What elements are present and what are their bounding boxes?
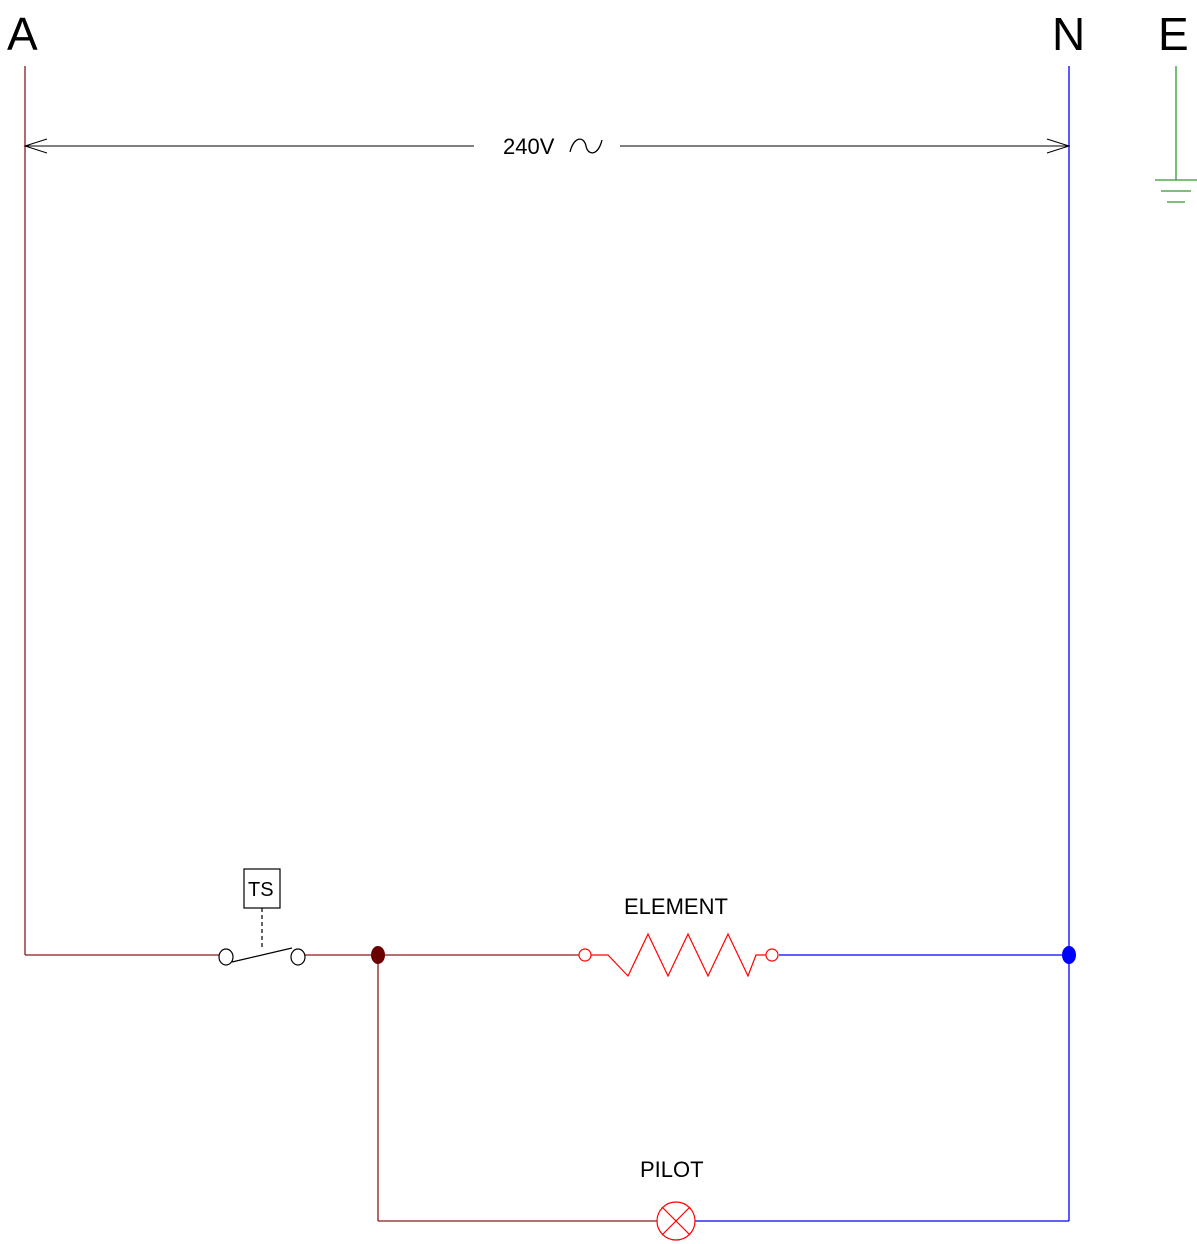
arrow-left-icon [23,138,48,154]
earth-terminal-label: E [1158,8,1189,60]
thermostat-switch [218,868,306,966]
element-label: ELEMENT [624,894,728,919]
neutral-junction-dot [1062,946,1076,964]
heating-element [578,932,779,978]
switch-contact-right [290,948,306,966]
neutral-terminal-label: N [1052,8,1085,60]
switch-contact-left [218,948,234,966]
neutral-wire [695,66,1070,1222]
arrow-right-icon [1046,138,1071,154]
earth-ground-icon [1155,66,1197,203]
active-terminal-label: A [7,8,38,60]
supply-voltage-label: 240V [503,134,555,159]
pilot-lamp-icon [656,1201,696,1241]
ac-wave-icon [569,138,603,154]
pilot-label: PILOT [640,1157,704,1182]
active-wire [24,66,657,1222]
active-junction-dot [371,946,385,964]
supply-dimension-line [23,138,1071,154]
thermostat-label: TS [248,879,274,901]
